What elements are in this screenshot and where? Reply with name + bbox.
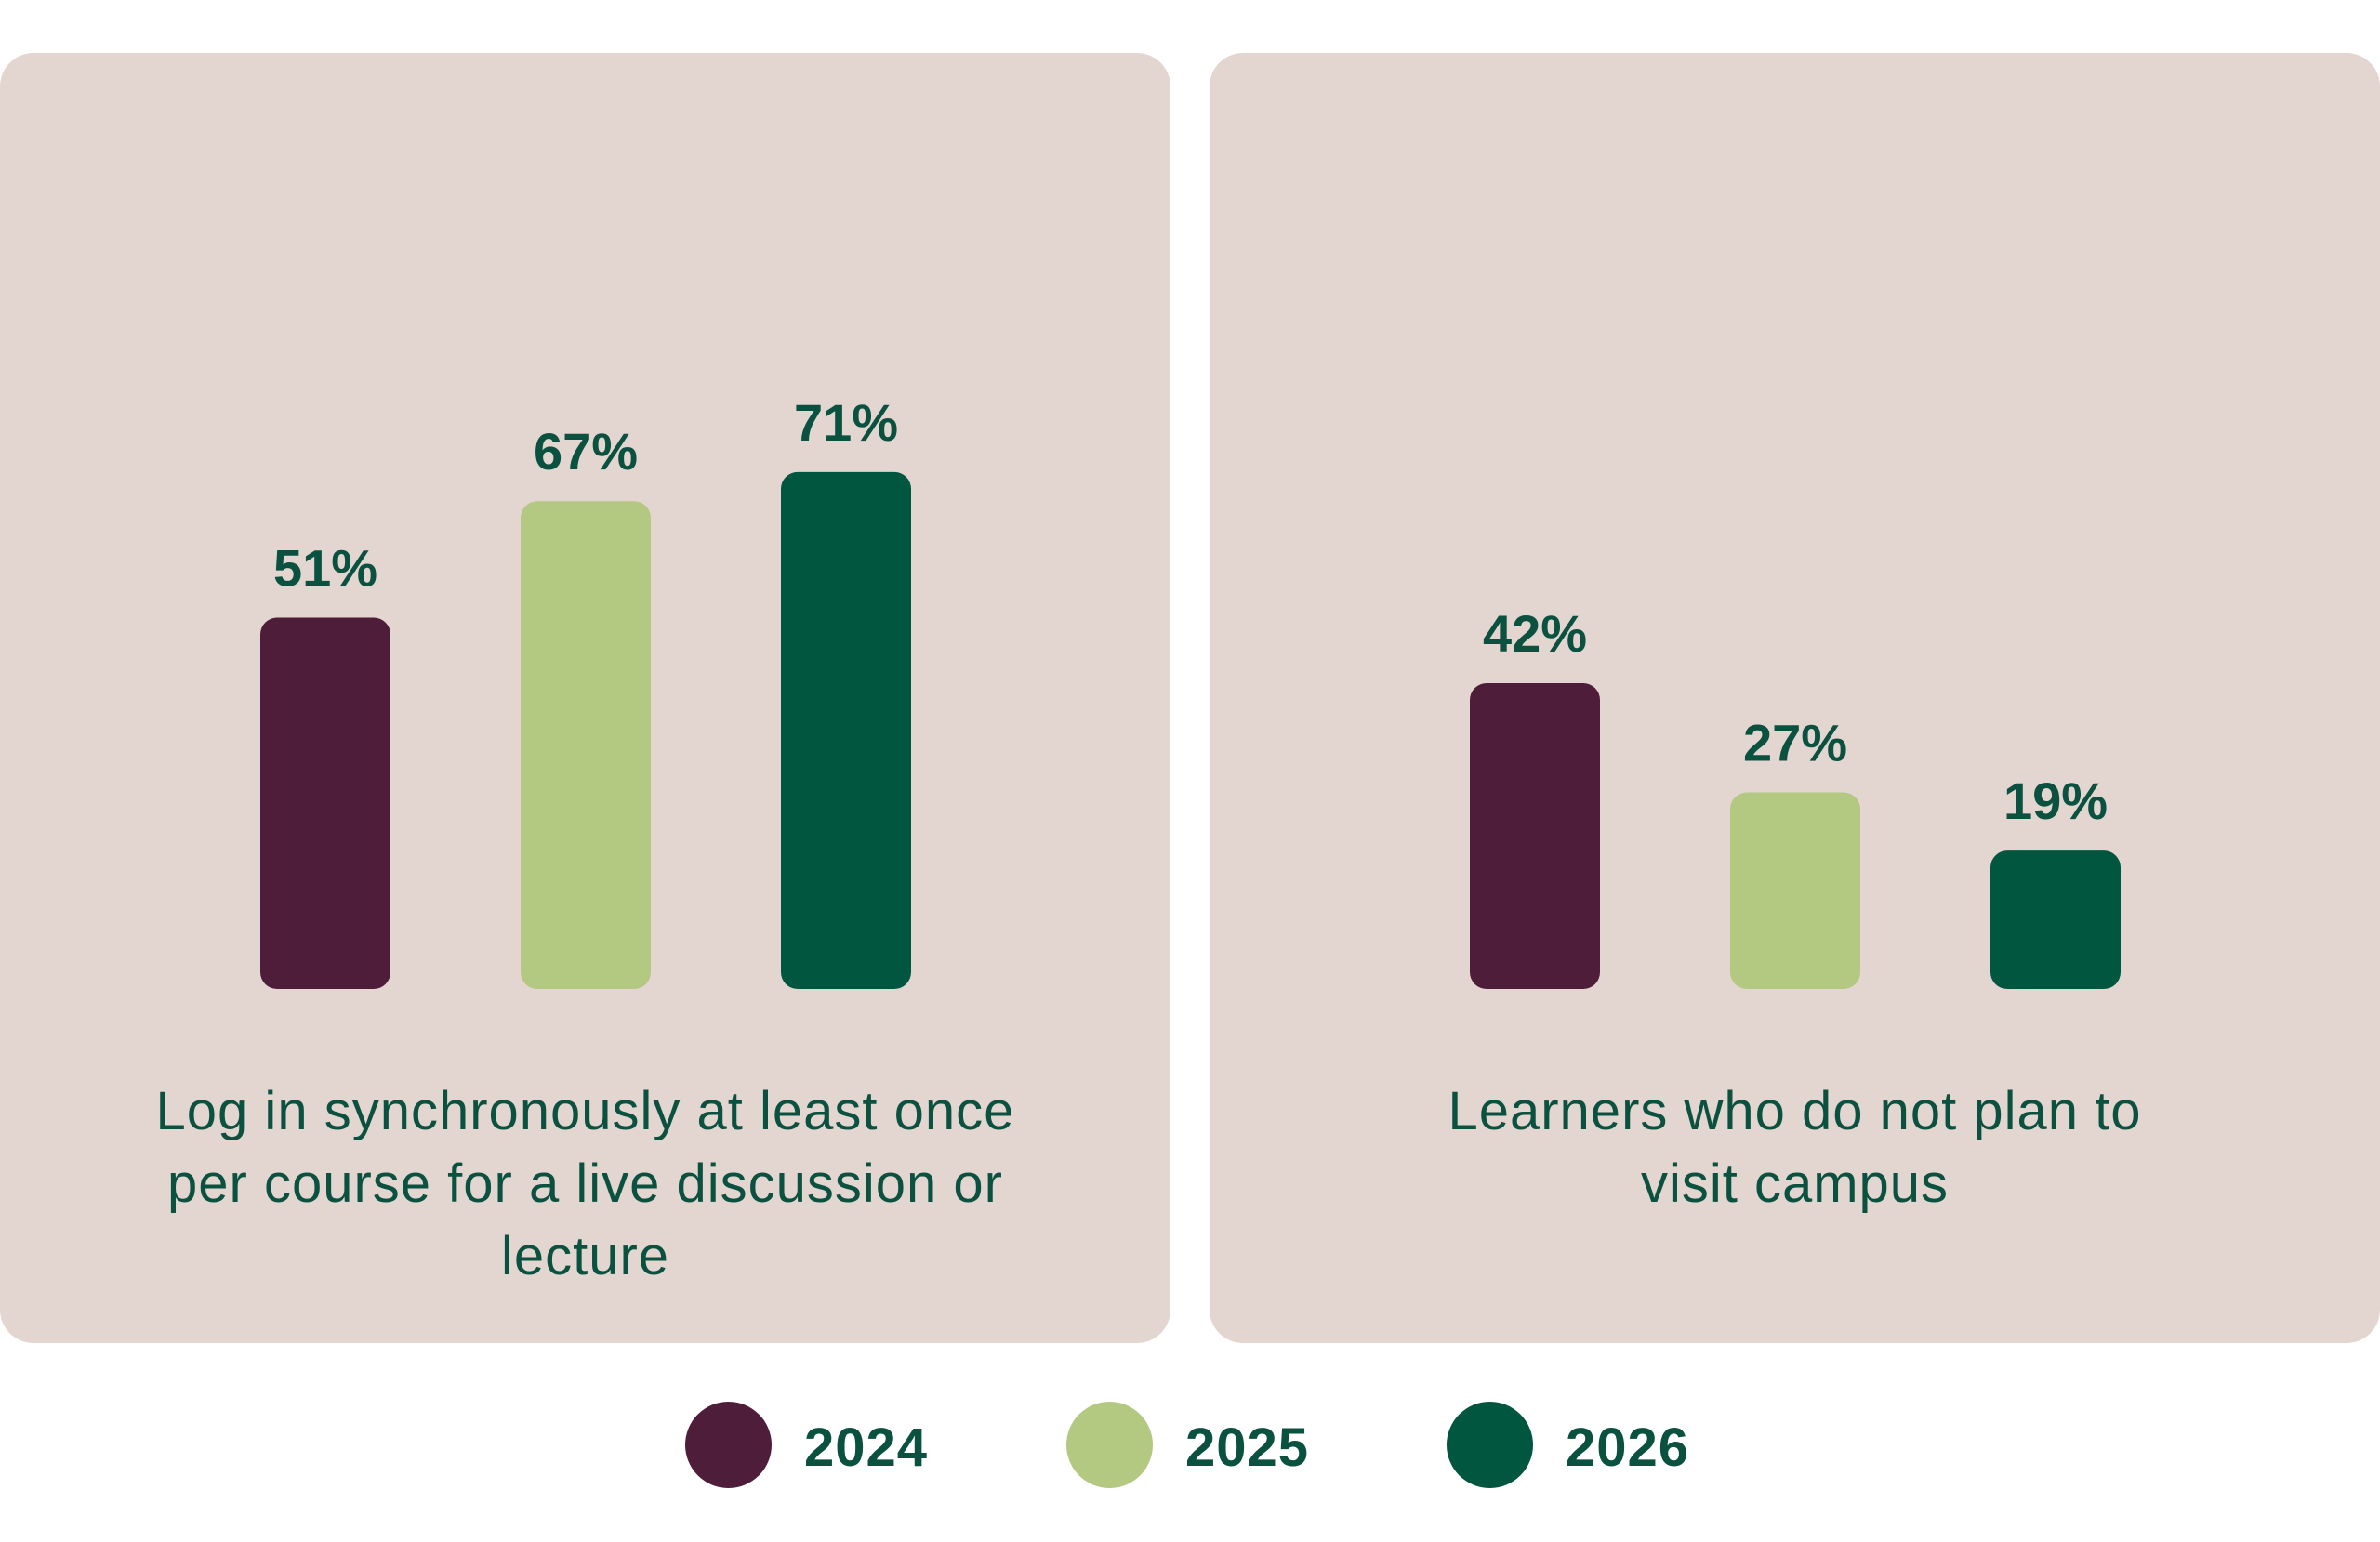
left-data-label-2026: 71% <box>794 393 898 452</box>
left-bar-2025 <box>521 501 651 989</box>
chart-panel-right: 42% 27% 19% Learners who do not plan to vi… <box>1210 53 2380 1343</box>
legend-swatch-2026 <box>1447 1402 1533 1488</box>
left-bar-2026 <box>781 471 911 989</box>
bar-chart-left: 51% 67% 71% <box>260 393 911 989</box>
chart-left-caption: Log in synchronously at least once per c… <box>0 1075 1170 1293</box>
chart-right-caption: Learners who do not plan to visit campus <box>1210 1075 2380 1220</box>
legend-label-2024: 2024 <box>804 1417 929 1478</box>
right-bar-2026 <box>1990 850 2121 989</box>
legend-label-2025: 2025 <box>1185 1417 1310 1478</box>
left-data-label-2025: 67% <box>534 422 638 481</box>
right-bar-2024 <box>1470 683 1600 989</box>
legend: 2024 2025 2026 <box>0 1402 2380 1491</box>
right-bar-2025 <box>1730 792 1860 989</box>
right-data-label-2024: 42% <box>1483 604 1587 663</box>
left-bar-2024 <box>260 617 390 989</box>
chart-left-caption-text: Log in synchronously at least once per c… <box>155 1081 1015 1286</box>
right-data-label-2025: 27% <box>1743 714 1847 772</box>
legend-label-2026: 2026 <box>1566 1417 1690 1478</box>
chart-right-caption-text: Learners who do not plan to visit campus <box>1448 1081 2142 1214</box>
left-data-label-2024: 51% <box>273 539 377 598</box>
legend-swatch-2025 <box>1066 1402 1153 1488</box>
chart-panel-left: 51% 67% 71% Log in synchronously at least … <box>0 53 1170 1343</box>
bar-chart-right: 42% 27% 19% <box>1470 604 2121 989</box>
legend-swatch-2024 <box>685 1402 772 1488</box>
right-data-label-2026: 19% <box>2003 771 2108 830</box>
